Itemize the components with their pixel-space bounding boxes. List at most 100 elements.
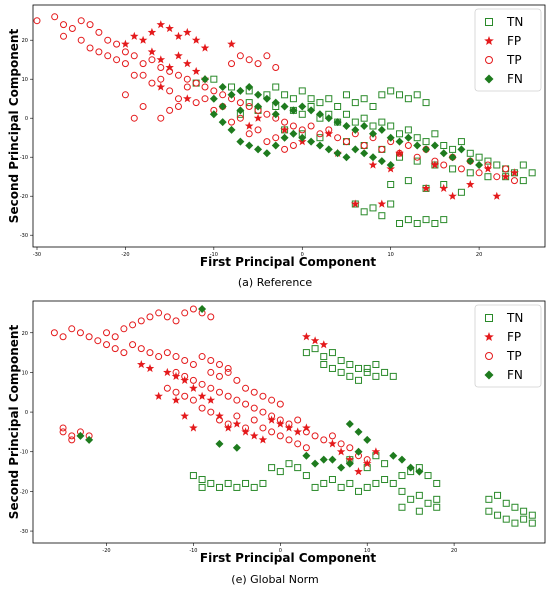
point-tp [189, 376, 197, 384]
point-tp [236, 52, 244, 60]
point-tp [76, 329, 84, 337]
point-tp [129, 321, 137, 329]
point-fn [85, 435, 94, 444]
point-fn [236, 86, 245, 95]
point-tp [50, 329, 58, 337]
point-tn [398, 503, 406, 511]
point-tp [502, 165, 510, 173]
point-tn [511, 503, 519, 511]
point-tn [519, 177, 527, 185]
point-tn [415, 507, 423, 515]
y-tick-label: -10 [20, 155, 28, 161]
point-tn [484, 157, 492, 165]
point-fp [183, 27, 192, 36]
point-tn [311, 345, 319, 353]
point-tn [328, 349, 336, 357]
point-fp [293, 427, 302, 436]
point-fn [333, 118, 342, 127]
point-tp [263, 52, 271, 60]
point-tn [369, 122, 377, 130]
point-tn [440, 216, 448, 224]
point-tn [346, 372, 354, 380]
point-tn [378, 212, 386, 220]
point-fn [289, 129, 298, 138]
point-tp [120, 325, 128, 333]
point-tp [139, 71, 147, 79]
point-fp [183, 59, 192, 68]
point-tn [528, 169, 536, 177]
point-tn [378, 118, 386, 126]
point-tp [94, 337, 102, 345]
point-tn [228, 83, 236, 91]
point-tp [493, 173, 501, 181]
point-tp [59, 424, 67, 432]
point-tp [146, 313, 154, 321]
point-tp [139, 60, 147, 68]
legend-marker-fp [484, 332, 494, 341]
legend-marker-tp [485, 352, 493, 360]
x-tick-label: 20 [451, 548, 457, 554]
point-tp [245, 56, 253, 64]
point-tp [120, 349, 128, 357]
point-tp [228, 118, 236, 126]
point-tp [146, 349, 154, 357]
y-tick-label: 10 [22, 370, 28, 376]
point-fn [209, 110, 218, 119]
point-tp [51, 13, 59, 21]
point-tp [259, 392, 267, 400]
point-fp [232, 419, 242, 428]
y-tick-label: -30 [20, 233, 28, 239]
point-fn [218, 83, 227, 91]
point-tn [415, 491, 423, 499]
legend-marker-fn [484, 370, 494, 380]
point-fp [180, 375, 189, 384]
point-tp [189, 305, 197, 313]
point-tn [285, 460, 293, 468]
point-tp [337, 440, 345, 448]
point-tn [389, 479, 397, 487]
point-fp [253, 113, 263, 122]
point-tp [228, 60, 236, 68]
point-tp [215, 360, 223, 368]
point-tp [59, 333, 67, 341]
point-tn [276, 468, 284, 476]
point-fp [328, 439, 337, 448]
point-tn [369, 204, 377, 212]
point-tn [360, 114, 368, 122]
point-tp [268, 396, 276, 404]
legend-label-fp: FP [507, 330, 521, 344]
point-tp [215, 388, 223, 396]
point-tp [172, 353, 180, 361]
point-tn [363, 364, 371, 372]
point-fn [271, 98, 280, 107]
point-tp [325, 126, 333, 134]
point-tn [413, 134, 421, 142]
point-tp [172, 368, 180, 376]
point-tn [431, 220, 439, 227]
point-tn [298, 87, 306, 95]
x-tick-label: -20 [121, 252, 129, 258]
point-tn [272, 83, 280, 91]
point-tp [233, 396, 241, 404]
legend-marker-tn [485, 314, 493, 322]
point-fn [397, 455, 406, 464]
x-tick-label: 20 [476, 252, 482, 258]
point-tp [431, 157, 439, 165]
point-tp [59, 428, 67, 436]
point-fn [386, 133, 395, 142]
point-tp [268, 428, 276, 436]
point-tp [302, 428, 310, 436]
legend-box [474, 8, 542, 92]
plot-frame [32, 300, 546, 544]
point-tn [431, 130, 439, 138]
point-tp [276, 432, 284, 440]
legend-box [474, 304, 542, 388]
point-tp [233, 412, 241, 420]
point-fn [236, 137, 245, 146]
point-tp [121, 48, 129, 56]
point-fn [280, 133, 289, 142]
point-fp [165, 63, 174, 72]
point-fp [165, 24, 174, 33]
point-tp [285, 436, 293, 444]
